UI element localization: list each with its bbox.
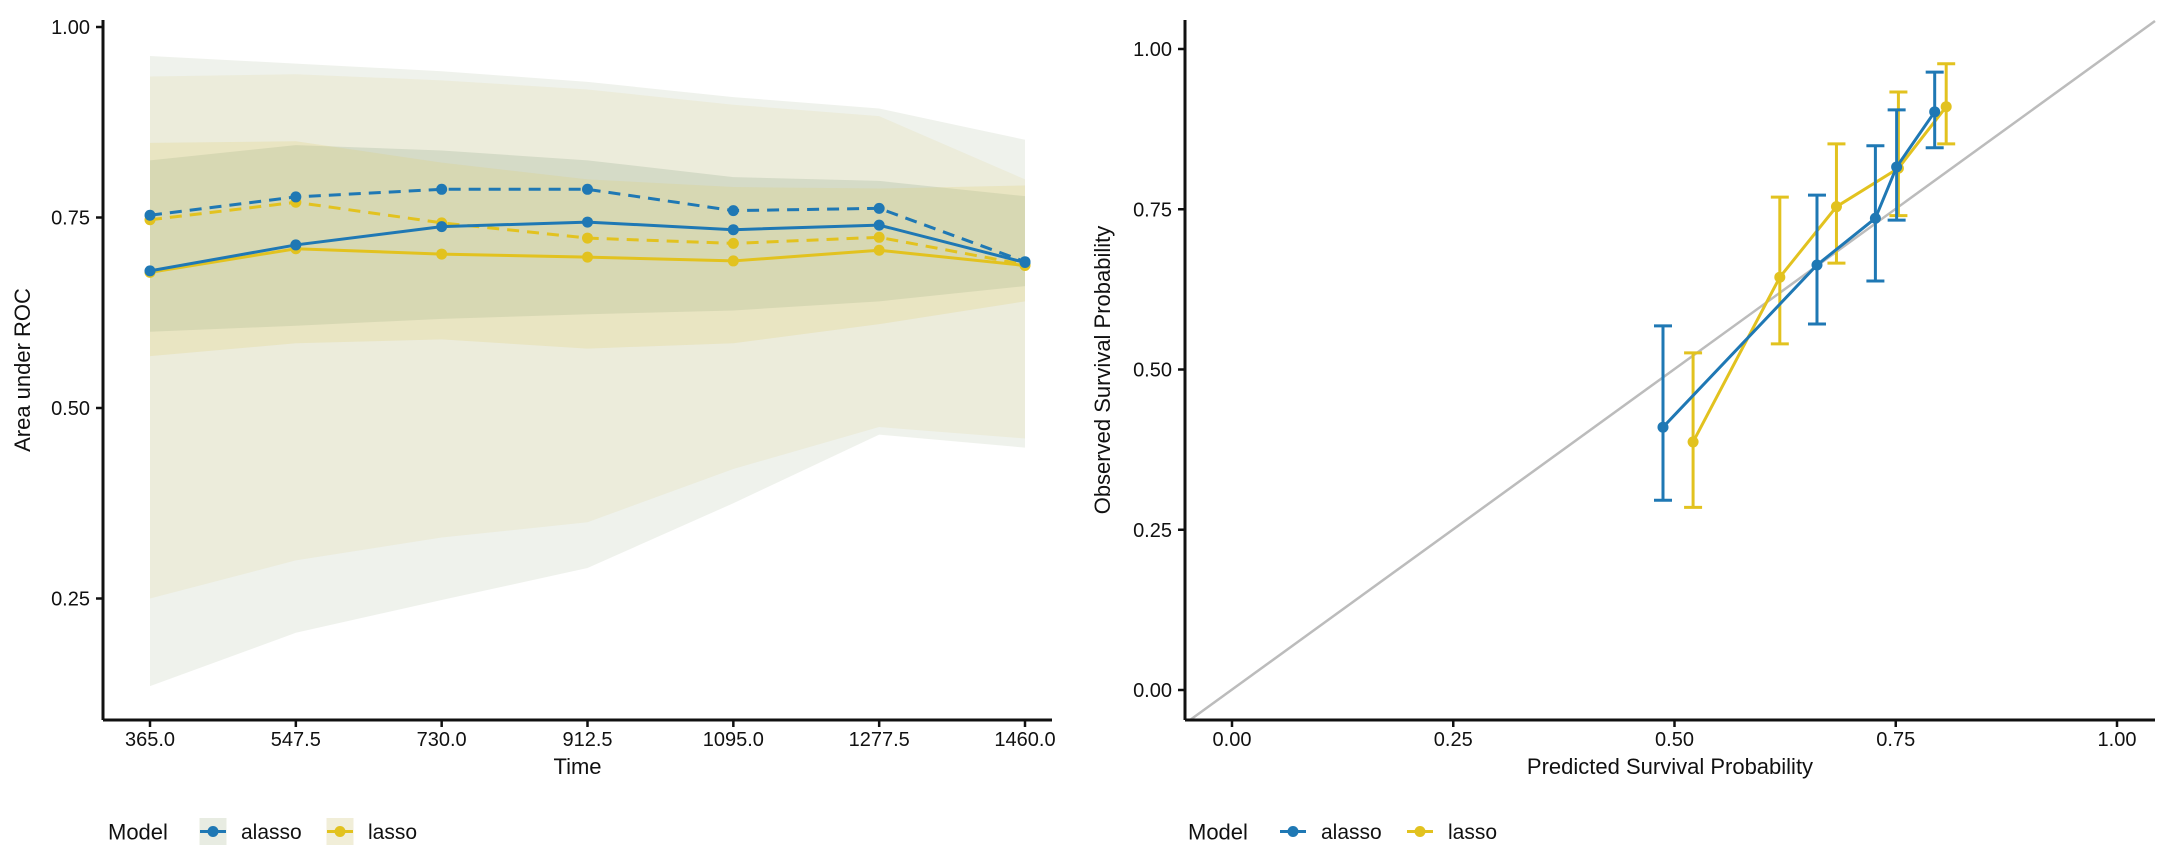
y-tick-label: 0.25 xyxy=(1133,520,1172,542)
y-tick-label: 0.50 xyxy=(51,398,90,420)
data-point-lasso xyxy=(727,255,739,267)
identity-line xyxy=(1189,19,2156,722)
data-point-lasso xyxy=(873,244,885,256)
data-point-alasso xyxy=(436,183,448,195)
series-alasso-solid xyxy=(144,216,1031,277)
x-tick-label: 0.25 xyxy=(1434,729,1473,751)
calibration-line-lasso xyxy=(1691,105,1948,443)
legend-auc: Model alasso lasso xyxy=(108,818,417,845)
legend-item-alasso: alasso xyxy=(1280,821,1382,844)
auc-time-panel: 0.25 0.50 0.75 1.00 365.0 547.5 730.0 912.5 1095… xyxy=(10,17,1056,845)
calibration-point-alasso xyxy=(1929,106,1941,118)
x-axis-title-right: Predicted Survival Probability xyxy=(1527,754,1813,779)
x-tick-label: 365.0 xyxy=(125,729,175,751)
y-tick-label: 0.50 xyxy=(1133,360,1172,382)
ribbon-lasso-inner-ci xyxy=(150,141,1025,357)
legend-item-label: lasso xyxy=(368,821,417,844)
x-tick-label: 730.0 xyxy=(417,729,467,751)
calibration-point-lasso xyxy=(1774,271,1786,283)
legend-key-point xyxy=(207,826,219,837)
calibration-point-lasso xyxy=(1940,101,1952,113)
x-tick-label: 547.5 xyxy=(271,729,321,751)
data-point-alasso xyxy=(1019,256,1031,268)
legend-item-label: lasso xyxy=(1448,821,1497,844)
ribbon-lasso-wide-ci xyxy=(150,74,1025,599)
calibration-point-alasso xyxy=(1891,161,1903,173)
x-tick-label: 0.00 xyxy=(1213,729,1252,751)
calibration-series-lasso xyxy=(1684,62,1956,509)
x-tick-label: 1277.5 xyxy=(849,729,910,751)
x-tick-label: 1095.0 xyxy=(703,729,764,751)
calibration-point-alasso xyxy=(1811,259,1823,271)
legend-item-alasso: alasso xyxy=(199,818,302,845)
legend-calibration: Model alasso lasso xyxy=(1188,820,1497,845)
calibration-series-alasso xyxy=(1653,70,1944,502)
x-tick-label: 1.00 xyxy=(2098,729,2137,751)
legend-item-lasso: lasso xyxy=(326,818,417,845)
data-point-alasso xyxy=(290,191,302,203)
legend-item-label: alasso xyxy=(241,821,302,844)
calibration-point-alasso xyxy=(1869,212,1881,224)
x-tick-label: 0.75 xyxy=(1876,729,1915,751)
x-axis-title-left: Time xyxy=(553,754,601,779)
y-tick-label: 1.00 xyxy=(51,17,90,39)
calibration-line-alasso xyxy=(1661,110,1936,429)
calibration-point-lasso xyxy=(1687,436,1699,448)
data-point-alasso xyxy=(582,216,593,228)
y-axis-title-left: Area under ROC xyxy=(10,288,35,452)
legend-item-lasso: lasso xyxy=(1407,821,1497,844)
data-point-lasso xyxy=(582,251,593,263)
y-tick-label: 0.00 xyxy=(1133,680,1172,702)
data-point-alasso xyxy=(144,265,156,277)
y-tick-label: 0.75 xyxy=(51,208,90,230)
data-point-alasso xyxy=(727,224,739,236)
legend-key-point xyxy=(1414,826,1426,837)
y-axis-title-right: Observed Survival Probability xyxy=(1090,226,1115,515)
x-tick-label: 1460.0 xyxy=(994,729,1055,751)
confidence-ribbons xyxy=(150,55,1025,687)
data-point-alasso xyxy=(873,219,885,231)
data-point-lasso xyxy=(436,248,448,260)
y-tick-label: 0.75 xyxy=(1133,199,1172,221)
data-point-lasso xyxy=(582,232,593,244)
calibration-point-alasso xyxy=(1657,421,1669,433)
data-point-alasso xyxy=(873,202,885,214)
data-point-alasso xyxy=(290,239,302,251)
calibration-panel: 0.00 0.25 0.50 0.75 1.00 0.00 0.25 0.50 0.75 1.00… xyxy=(1090,19,2156,845)
data-point-alasso xyxy=(144,209,156,221)
data-point-lasso xyxy=(873,231,885,243)
legend-key-point xyxy=(1287,826,1299,837)
x-tick-label: 912.5 xyxy=(562,729,612,751)
data-point-alasso xyxy=(582,183,593,195)
data-point-alasso xyxy=(436,221,448,233)
y-tick-label: 1.00 xyxy=(1133,39,1172,61)
legend-item-label: alasso xyxy=(1321,821,1382,844)
calibration-point-lasso xyxy=(1830,201,1842,213)
legend-title: Model xyxy=(108,820,168,845)
x-tick-label: 0.50 xyxy=(1655,729,1694,751)
legend-title: Model xyxy=(1188,820,1248,845)
data-point-alasso xyxy=(727,205,739,217)
data-point-lasso xyxy=(727,237,739,249)
legend-key-point xyxy=(334,826,346,837)
y-tick-label: 0.25 xyxy=(51,589,90,611)
